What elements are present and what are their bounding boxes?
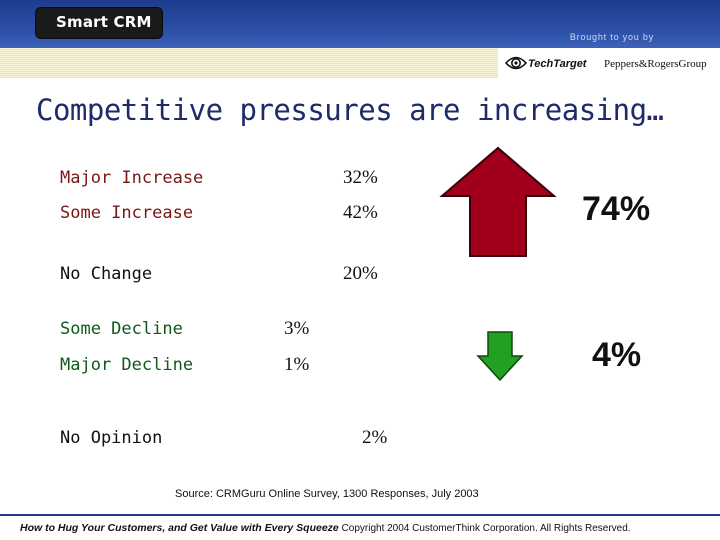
header-bar: Smart CRM Brought to you by	[0, 0, 720, 48]
sponsor-logos-area	[498, 48, 720, 78]
row-value-major-decline: 1%	[284, 354, 310, 375]
brought-by-label: Brought to you by	[569, 32, 654, 42]
row-label-major-decline: Major Decline	[60, 355, 194, 375]
logo-text: Smart CRM	[56, 13, 152, 31]
techtarget-eye-icon	[505, 56, 527, 70]
row-label-some-decline: Some Decline	[60, 319, 183, 339]
down-arrow-icon	[476, 331, 524, 382]
row-label-no-opinion: No Opinion	[60, 428, 163, 448]
footer-text: How to Hug Your Customers, and Get Value…	[20, 522, 631, 534]
smart-crm-logo[interactable]: Smart CRM	[36, 8, 162, 38]
row-value-no-change: 20%	[343, 263, 378, 284]
techtarget-logo[interactable]: TechTarget	[528, 58, 587, 70]
row-value-some-decline: 3%	[284, 318, 310, 339]
peppers-rogers-logo[interactable]: Peppers&RogersGroup	[604, 58, 707, 70]
row-value-some-increase: 42%	[343, 202, 378, 223]
footer-bar: How to Hug Your Customers, and Get Value…	[0, 514, 720, 540]
row-label-some-increase: Some Increase	[60, 203, 194, 223]
source-note: Source: CRMGuru Online Survey, 1300 Resp…	[175, 488, 479, 500]
row-value-no-opinion: 2%	[362, 427, 388, 448]
decline-total: 4%	[592, 336, 642, 374]
increase-total: 74%	[582, 190, 651, 228]
up-arrow-icon	[439, 146, 557, 257]
row-label-major-increase: Major Increase	[60, 168, 204, 188]
slide-title: Competitive pressures are increasing…	[36, 93, 664, 127]
footer-copyright: Copyright 2004 CustomerThink Corporation…	[341, 523, 631, 534]
row-value-major-increase: 32%	[343, 167, 378, 188]
footer-tagline: How to Hug Your Customers, and Get Value…	[20, 522, 339, 534]
row-label-no-change: No Change	[60, 264, 153, 284]
